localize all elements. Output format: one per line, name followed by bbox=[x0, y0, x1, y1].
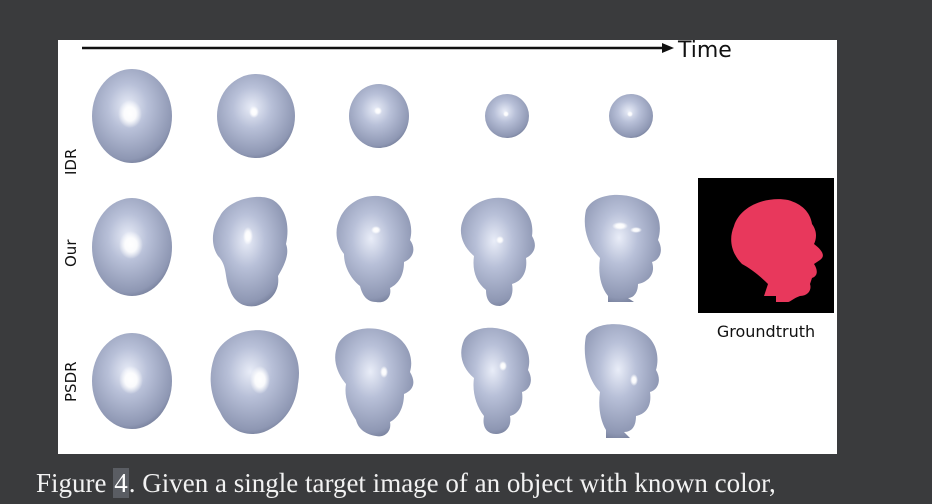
our-mesh-4 bbox=[460, 197, 535, 306]
our-row bbox=[92, 194, 661, 307]
idr-mesh-3 bbox=[349, 84, 409, 148]
psdr-mesh-3 bbox=[335, 328, 414, 437]
idr-mesh-1 bbox=[92, 69, 172, 163]
psdr-mesh-4 bbox=[461, 327, 531, 434]
our-mesh-5 bbox=[584, 194, 661, 302]
time-arrow bbox=[82, 43, 674, 53]
figure-canvas: Time IDR Our PSDR bbox=[62, 40, 834, 438]
psdr-mesh-2 bbox=[210, 330, 300, 434]
time-label: Time bbox=[677, 40, 732, 63]
figure-caption: Figure 4. Given a single target image of… bbox=[36, 465, 926, 501]
row-label-our: Our bbox=[62, 239, 80, 267]
idr-row bbox=[92, 69, 653, 163]
psdr-row bbox=[92, 324, 659, 438]
groundtruth-silhouette bbox=[731, 199, 823, 302]
idr-mesh-4 bbox=[485, 94, 529, 138]
groundtruth-panel bbox=[698, 178, 834, 313]
groundtruth-label: Groundtruth bbox=[717, 322, 815, 341]
psdr-mesh-5 bbox=[584, 324, 659, 438]
our-mesh-2 bbox=[212, 196, 288, 307]
psdr-mesh-1 bbox=[92, 333, 172, 429]
row-label-psdr: PSDR bbox=[62, 361, 80, 402]
idr-mesh-2 bbox=[217, 74, 295, 158]
caption-figure-number: 4 bbox=[113, 468, 129, 498]
row-label-idr: IDR bbox=[62, 149, 80, 175]
our-mesh-3 bbox=[336, 195, 414, 303]
figure-panel: Time IDR Our PSDR bbox=[58, 40, 837, 454]
caption-prefix: Figure bbox=[36, 468, 114, 498]
caption-text: . Given a single target image of an obje… bbox=[128, 468, 776, 498]
idr-mesh-5 bbox=[609, 94, 653, 138]
our-mesh-1 bbox=[92, 198, 172, 296]
